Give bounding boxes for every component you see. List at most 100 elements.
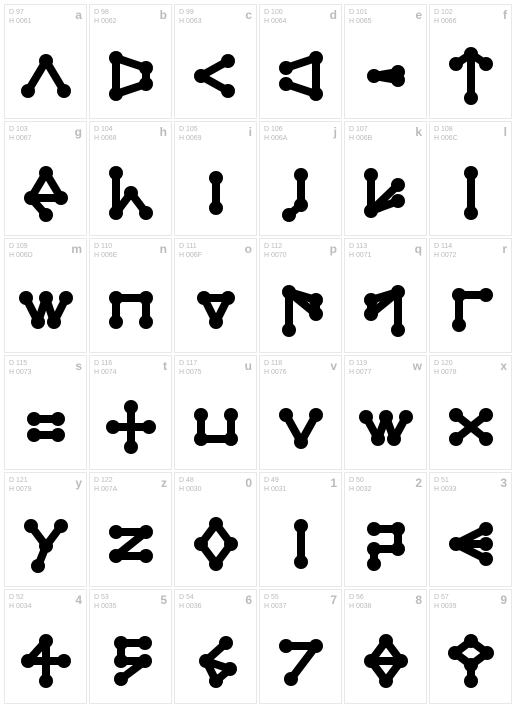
cell-header: 1030067g <box>5 122 86 144</box>
cell-header: 1150073s <box>5 356 86 378</box>
glyph-svg <box>186 163 246 223</box>
glyph-svg <box>16 397 76 457</box>
code-labels: 1130071 <box>349 242 372 261</box>
cell-header: 1040068h <box>90 122 171 144</box>
glyph-svg <box>101 514 161 574</box>
character-label: f <box>503 8 507 27</box>
decimal-code: 119 <box>349 359 372 368</box>
character-map-grid: 970061a980062b990063c1000064d1010065e102… <box>0 0 516 708</box>
glyph-svg <box>271 397 331 457</box>
code-labels: 122007A <box>94 476 117 495</box>
character-label: y <box>75 476 82 495</box>
glyph-svg <box>16 280 76 340</box>
cell-header: 1120070p <box>260 239 341 261</box>
glyph-svg <box>16 163 76 223</box>
glyph-preview <box>260 267 341 352</box>
code-labels: 990063 <box>179 8 202 27</box>
character-label: k <box>415 125 422 144</box>
code-labels: 1020066 <box>434 8 457 27</box>
character-label: o <box>245 242 252 261</box>
cell-header: 1050069i <box>175 122 256 144</box>
glyph-preview <box>430 267 511 352</box>
decimal-code: 121 <box>9 476 32 485</box>
glyph-cell: 5300355 <box>89 589 172 704</box>
cell-header: 970061 a <box>5 5 86 27</box>
glyph-cell: 1160074t <box>89 355 172 470</box>
decimal-code: 97 <box>9 8 32 17</box>
hex-code: 0071 <box>349 251 372 260</box>
hex-code: 0033 <box>434 485 457 494</box>
glyph-preview <box>345 501 426 586</box>
decimal-code: 116 <box>94 359 117 368</box>
glyph-svg <box>186 397 246 457</box>
glyph-cell: 4900311 <box>259 472 342 587</box>
hex-code: 0061 <box>9 17 32 26</box>
code-labels: 530035 <box>94 593 117 612</box>
decimal-code: 111 <box>179 242 202 251</box>
code-labels: 970061 <box>9 8 32 27</box>
glyph-cell: 108006Cl <box>429 121 512 236</box>
glyph-svg <box>441 514 501 574</box>
glyph-preview <box>175 33 256 118</box>
code-labels: 510033 <box>434 476 457 495</box>
glyph-svg <box>186 514 246 574</box>
character-label: w <box>413 359 422 378</box>
character-label: h <box>160 125 167 144</box>
code-labels: 570039 <box>434 593 457 612</box>
glyph-cell: 111006Fo <box>174 238 257 353</box>
glyph-svg <box>186 46 246 106</box>
cell-header: 107006Bk <box>345 122 426 144</box>
glyph-svg <box>101 397 161 457</box>
character-label: 9 <box>500 593 507 612</box>
decimal-code: 108 <box>434 125 458 134</box>
glyph-svg <box>101 163 161 223</box>
character-label: 7 <box>330 593 337 612</box>
decimal-code: 100 <box>264 8 287 17</box>
glyph-cell: 1040068h <box>89 121 172 236</box>
glyph-preview <box>90 267 171 352</box>
code-labels: 480030 <box>179 476 202 495</box>
glyph-svg <box>356 631 416 691</box>
cell-header: 5600388 <box>345 590 426 612</box>
decimal-code: 107 <box>349 125 372 134</box>
glyph-cell: 980062b <box>89 4 172 119</box>
glyph-preview <box>345 384 426 469</box>
character-label: q <box>415 242 422 261</box>
hex-code: 0073 <box>9 368 32 377</box>
cell-header: 111006Fo <box>175 239 256 261</box>
glyph-cell: 1140072r <box>429 238 512 353</box>
cell-header: 480030 0 <box>175 473 256 495</box>
glyph-preview <box>5 384 86 469</box>
decimal-code: 101 <box>349 8 372 17</box>
code-labels: 106006A <box>264 125 287 144</box>
character-label: 4 <box>75 593 82 612</box>
glyph-cell: 5400366 <box>174 589 257 704</box>
code-labels: 1010065 <box>349 8 372 27</box>
glyph-cell: 1050069i <box>174 121 257 236</box>
hex-code: 006D <box>9 251 33 260</box>
decimal-code: 103 <box>9 125 32 134</box>
glyph-cell: 1170075u <box>174 355 257 470</box>
glyph-svg <box>101 46 161 106</box>
hex-code: 0062 <box>94 17 117 26</box>
decimal-code: 102 <box>434 8 457 17</box>
glyph-preview <box>90 33 171 118</box>
decimal-code: 55 <box>264 593 287 602</box>
glyph-svg <box>16 46 76 106</box>
hex-code: 0035 <box>94 602 117 611</box>
glyph-preview <box>5 150 86 235</box>
glyph-svg <box>441 280 501 340</box>
cell-header: 1170075u <box>175 356 256 378</box>
glyph-cell: 570039 9 <box>429 589 512 704</box>
character-label: 0 <box>245 476 252 495</box>
code-labels: 1190077 <box>349 359 372 378</box>
character-label: s <box>75 359 82 378</box>
character-label: 2 <box>415 476 422 495</box>
glyph-svg <box>16 514 76 574</box>
code-labels: 490031 <box>264 476 287 495</box>
glyph-cell: 110006En <box>89 238 172 353</box>
glyph-cell: 107006Bk <box>344 121 427 236</box>
glyph-svg <box>441 163 501 223</box>
character-label: a <box>75 8 82 27</box>
glyph-svg <box>356 280 416 340</box>
